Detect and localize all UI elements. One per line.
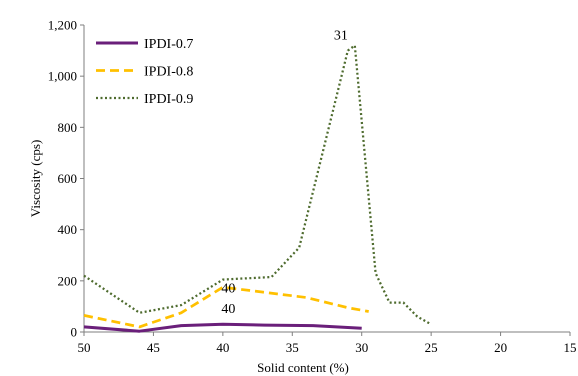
y-axis-title: Viscosity (cps) xyxy=(28,140,43,218)
series-lines xyxy=(83,44,432,333)
y-tick-label: 200 xyxy=(58,273,78,288)
legend: IPDI-0.7 IPDI-0.8 IPDI-0.9 xyxy=(96,37,193,107)
y-tick-label: 400 xyxy=(58,222,78,237)
x-tick-label: 50 xyxy=(78,340,91,355)
x-tick-label: 45 xyxy=(147,340,160,355)
x-tick-label: 15 xyxy=(564,340,577,355)
x-tick-label: 25 xyxy=(425,340,438,355)
annotations: 31 40 40 xyxy=(221,28,347,317)
x-axis-title: Solid content (%) xyxy=(257,360,349,375)
data-annotation: 40 xyxy=(221,302,235,317)
x-tick-label: 35 xyxy=(286,340,299,355)
y-tick-label: 800 xyxy=(58,120,78,135)
y-tick-label: 600 xyxy=(58,171,78,186)
y-tick-label: 1,200 xyxy=(48,18,77,33)
x-tick-label: 40 xyxy=(216,340,229,355)
data-annotation: 31 xyxy=(334,28,348,43)
axes: 0 200 400 600 800 1,000 1,200 50 45 40 35 30 25 20 15 xyxy=(48,18,577,356)
series-line-ipdi-0.9 xyxy=(83,44,432,326)
y-tick-label: 0 xyxy=(71,325,78,340)
x-tick-label: 20 xyxy=(494,340,507,355)
data-annotation: 40 xyxy=(221,282,235,297)
series-line-ipdi-0.8 xyxy=(83,285,369,329)
legend-label-ipdi-0.9: IPDI-0.9 xyxy=(144,92,193,107)
y-tick-label: 1,000 xyxy=(48,69,77,84)
x-tick-label: 30 xyxy=(355,340,368,355)
legend-label-ipdi-0.8: IPDI-0.8 xyxy=(144,65,193,80)
legend-label-ipdi-0.7: IPDI-0.7 xyxy=(144,37,193,52)
series-line-ipdi-0.7 xyxy=(83,322,362,333)
